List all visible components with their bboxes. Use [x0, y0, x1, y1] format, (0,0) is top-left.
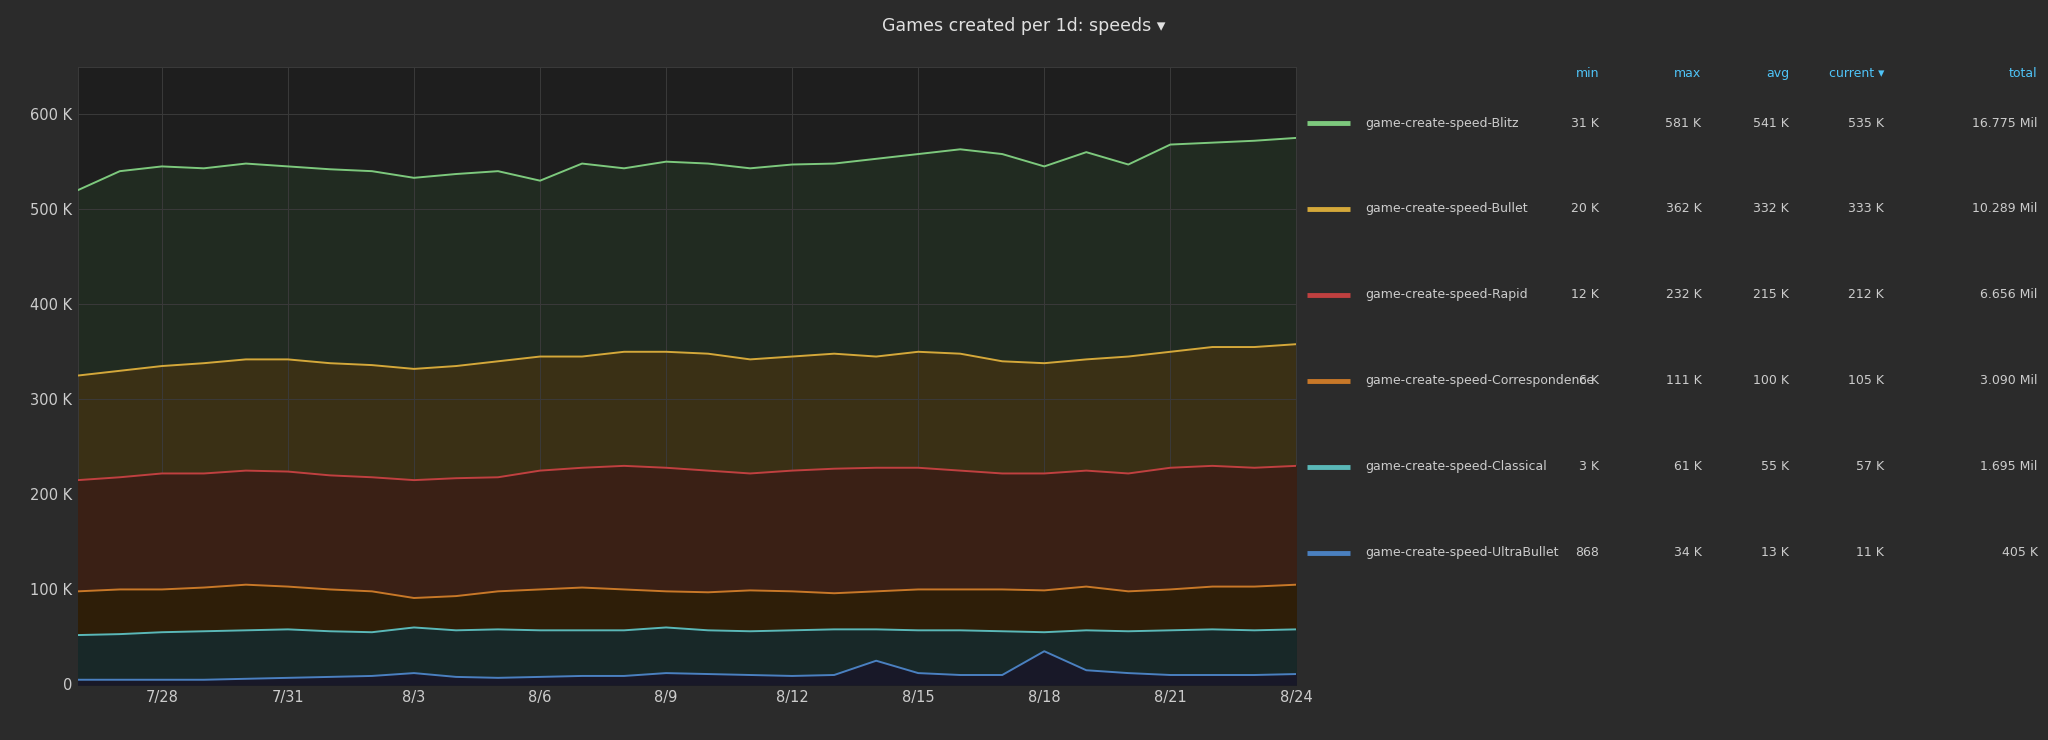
- Text: 16.775 Mil: 16.775 Mil: [1972, 116, 2038, 130]
- Text: avg: avg: [1765, 67, 1790, 80]
- Text: 1.695 Mil: 1.695 Mil: [1980, 460, 2038, 473]
- Text: 541 K: 541 K: [1753, 116, 1790, 130]
- Text: 3 K: 3 K: [1579, 460, 1599, 473]
- Text: game-create-speed-Bullet: game-create-speed-Bullet: [1366, 203, 1528, 215]
- Text: 212 K: 212 K: [1849, 289, 1884, 301]
- Text: 12 K: 12 K: [1571, 289, 1599, 301]
- Text: 3.090 Mil: 3.090 Mil: [1980, 374, 2038, 387]
- Text: 61 K: 61 K: [1673, 460, 1702, 473]
- Text: game-create-speed-Correspondence: game-create-speed-Correspondence: [1366, 374, 1593, 387]
- Text: game-create-speed-Blitz: game-create-speed-Blitz: [1366, 116, 1520, 130]
- Text: 6 K: 6 K: [1579, 374, 1599, 387]
- Text: max: max: [1673, 67, 1702, 80]
- Text: 333 K: 333 K: [1849, 203, 1884, 215]
- Text: 215 K: 215 K: [1753, 289, 1790, 301]
- Text: 55 K: 55 K: [1761, 460, 1790, 473]
- Text: Games created per 1d: speeds ▾: Games created per 1d: speeds ▾: [883, 18, 1165, 36]
- Text: 405 K: 405 K: [2001, 546, 2038, 559]
- Text: min: min: [1575, 67, 1599, 80]
- Text: total: total: [2009, 67, 2038, 80]
- Text: 31 K: 31 K: [1571, 116, 1599, 130]
- Text: 332 K: 332 K: [1753, 203, 1790, 215]
- Text: 34 K: 34 K: [1673, 546, 1702, 559]
- Text: 13 K: 13 K: [1761, 546, 1790, 559]
- Text: 362 K: 362 K: [1665, 203, 1702, 215]
- Text: 111 K: 111 K: [1665, 374, 1702, 387]
- Text: 11 K: 11 K: [1855, 546, 1884, 559]
- Text: game-create-speed-Classical: game-create-speed-Classical: [1366, 460, 1546, 473]
- Text: 868: 868: [1575, 546, 1599, 559]
- Text: game-create-speed-Rapid: game-create-speed-Rapid: [1366, 289, 1528, 301]
- Text: game-create-speed-UltraBullet: game-create-speed-UltraBullet: [1366, 546, 1559, 559]
- Text: current ▾: current ▾: [1829, 67, 1884, 80]
- Text: 535 K: 535 K: [1847, 116, 1884, 130]
- Text: 6.656 Mil: 6.656 Mil: [1980, 289, 2038, 301]
- Text: 105 K: 105 K: [1847, 374, 1884, 387]
- Text: 20 K: 20 K: [1571, 203, 1599, 215]
- Text: 581 K: 581 K: [1665, 116, 1702, 130]
- Text: 232 K: 232 K: [1665, 289, 1702, 301]
- Text: 10.289 Mil: 10.289 Mil: [1972, 203, 2038, 215]
- Text: 100 K: 100 K: [1753, 374, 1790, 387]
- Text: 57 K: 57 K: [1855, 460, 1884, 473]
